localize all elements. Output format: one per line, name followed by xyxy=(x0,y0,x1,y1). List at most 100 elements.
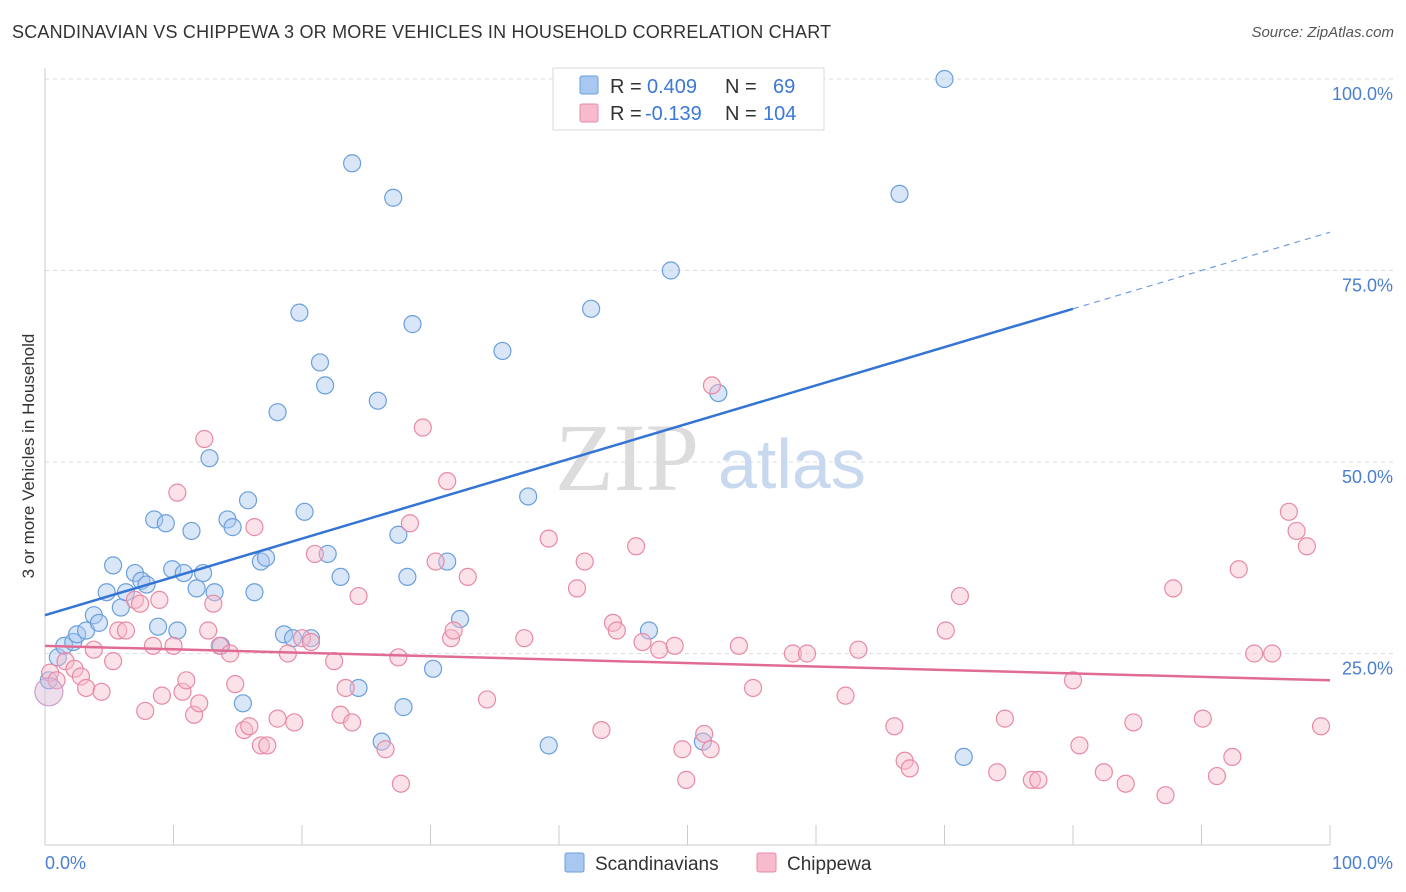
chippewa-point xyxy=(204,594,223,613)
scandinavian-point xyxy=(200,449,219,468)
scandinavian-point xyxy=(539,736,558,755)
chippewa-point xyxy=(292,629,312,648)
cluster-point xyxy=(34,677,64,707)
chippewa-point xyxy=(84,640,103,659)
chippewa-point xyxy=(168,483,187,502)
chippewa-point xyxy=(458,567,477,587)
chippewa-point xyxy=(1070,736,1089,755)
chippewa-point xyxy=(199,621,218,640)
scandinavian-point xyxy=(187,579,206,598)
scandinavian-trend-extension xyxy=(1072,231,1331,310)
scandinavian-point xyxy=(331,567,350,587)
chippewa-point xyxy=(607,621,626,640)
y-tick-label: 50.0% xyxy=(1342,467,1393,487)
chippewa-point xyxy=(1063,671,1083,690)
chippewa-point xyxy=(575,552,594,571)
chippewa-point xyxy=(152,686,172,705)
chippewa-point xyxy=(391,774,411,793)
chippewa-point xyxy=(268,709,287,728)
scandinavian-point xyxy=(890,184,909,203)
scandinavian-point xyxy=(639,621,659,640)
scandinavian-point xyxy=(343,154,362,173)
chippewa-point xyxy=(376,740,395,759)
chippewa-point xyxy=(305,544,324,564)
chippewa-point xyxy=(633,632,652,652)
legend-n-value-2: 104 xyxy=(763,103,796,125)
scandinavian-point xyxy=(384,188,403,207)
scandinavian-point xyxy=(310,353,330,372)
chippewa-point xyxy=(665,636,684,655)
chippewa-point xyxy=(885,717,904,736)
chippewa-point xyxy=(1223,747,1242,767)
x-tick-label-min: 0.0% xyxy=(45,853,86,873)
scandinavian-point xyxy=(233,694,252,713)
chippewa-point xyxy=(251,736,270,755)
scandinavian-point xyxy=(349,678,368,698)
chippewa-point xyxy=(515,629,534,648)
scandinavian-point xyxy=(182,521,201,541)
scandinavian-point xyxy=(274,625,294,644)
scandinavian-point xyxy=(68,625,87,644)
chippewa-point xyxy=(349,586,368,606)
scandinavian-point xyxy=(935,69,954,89)
chippewa-point xyxy=(1311,717,1331,736)
chippewa-point xyxy=(177,671,196,690)
scandinavian-point xyxy=(389,525,408,544)
scandinavian-point xyxy=(290,303,309,322)
chippewa-point xyxy=(995,709,1014,728)
chippewa-point xyxy=(988,763,1007,782)
chippewa-point xyxy=(701,740,720,759)
legend-n-value-1: 69 xyxy=(773,76,795,98)
chippewa-point xyxy=(702,376,722,395)
axes-layer: 25.0% 50.0% 75.0% 100.0% 0.0% 100.0% xyxy=(44,68,1393,873)
chippewa-point xyxy=(325,652,344,671)
chippewa-point xyxy=(592,720,611,740)
chippewa-point xyxy=(1029,770,1048,789)
chippewa-point xyxy=(413,418,432,437)
chippewa-point xyxy=(1229,560,1248,579)
chippewa-point xyxy=(77,678,96,698)
scandinavian-point xyxy=(245,583,264,602)
scandinavian-point xyxy=(368,391,387,410)
chippewa-trend-line xyxy=(44,644,1331,682)
x-tick-label-max: 100.0% xyxy=(1332,853,1393,873)
chippewa-point xyxy=(245,518,264,537)
watermark: ZIP atlas xyxy=(555,404,866,511)
chippewa-point xyxy=(285,713,304,732)
chippewa-point xyxy=(136,701,155,721)
scandinavian-point xyxy=(693,732,713,751)
chippewa-point xyxy=(1116,774,1135,793)
scandinavian-trend-line xyxy=(44,307,1074,617)
y-tick-label: 25.0% xyxy=(1342,659,1393,679)
chippewa-point xyxy=(116,621,136,640)
chippewa-point xyxy=(849,640,868,659)
scandinavian-point xyxy=(156,514,175,533)
chippewa-point xyxy=(936,621,955,640)
chippewa-point xyxy=(783,644,802,663)
legend-r-value-2: -0.139 xyxy=(645,103,702,125)
legend-n-label-2: N = xyxy=(725,103,757,125)
chippewa-point xyxy=(184,705,204,724)
scandinavian-point xyxy=(205,583,224,602)
scandinavian-point xyxy=(268,403,287,422)
chippewa-point xyxy=(104,652,123,671)
chippewa-point xyxy=(143,636,163,655)
legend-r-label-1: R = xyxy=(610,76,642,98)
chippewa-point xyxy=(950,586,970,606)
top-legend: R = 0.409 N = 69 R = -0.139 N = 104 xyxy=(552,67,825,131)
y-tick-label: 100.0% xyxy=(1332,84,1393,104)
chippewa-point xyxy=(1245,644,1264,663)
chippewa-point xyxy=(164,636,183,655)
scandinavian-point xyxy=(168,621,187,640)
chippewa-point xyxy=(1263,644,1282,663)
chippewa-point xyxy=(173,682,192,701)
chippewa-point xyxy=(444,621,463,640)
scandinavian-point xyxy=(954,747,973,767)
bottom-legend-swatch-chippewa xyxy=(756,852,777,873)
chippewa-point xyxy=(743,678,763,698)
scandinavian-point xyxy=(661,261,680,280)
chart-title: SCANDINAVIAN VS CHIPPEWA 3 OR MORE VEHIC… xyxy=(12,22,832,42)
chippewa-point xyxy=(258,736,277,755)
chippewa-point xyxy=(400,514,420,533)
chippewa-point xyxy=(797,644,817,663)
